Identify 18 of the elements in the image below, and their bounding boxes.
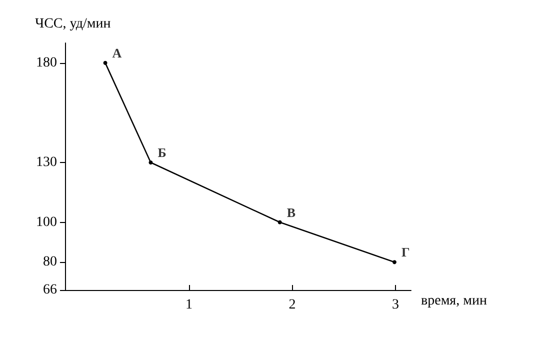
y-tick-label: 66	[43, 282, 57, 298]
point	[148, 160, 153, 165]
x-tick-label: 3	[392, 298, 400, 312]
x-axis-title: время, мин	[421, 294, 488, 308]
x-tick-label: 2	[288, 298, 296, 312]
y-tick-label: 180	[36, 55, 57, 70]
x-tick-label: 1	[185, 298, 192, 312]
annotation: Г	[401, 244, 410, 260]
y-tick-label: 130	[36, 155, 57, 170]
y-axis-title: ЧСС, уд/мин	[35, 16, 112, 32]
annotation: В	[286, 204, 296, 220]
y-tick-label: 100	[36, 214, 57, 230]
y-tick-label: 80	[43, 254, 57, 270]
point	[103, 60, 108, 65]
annotation: Б	[158, 145, 166, 160]
point	[278, 220, 282, 224]
point	[392, 260, 396, 264]
annotation: А	[112, 45, 122, 60]
